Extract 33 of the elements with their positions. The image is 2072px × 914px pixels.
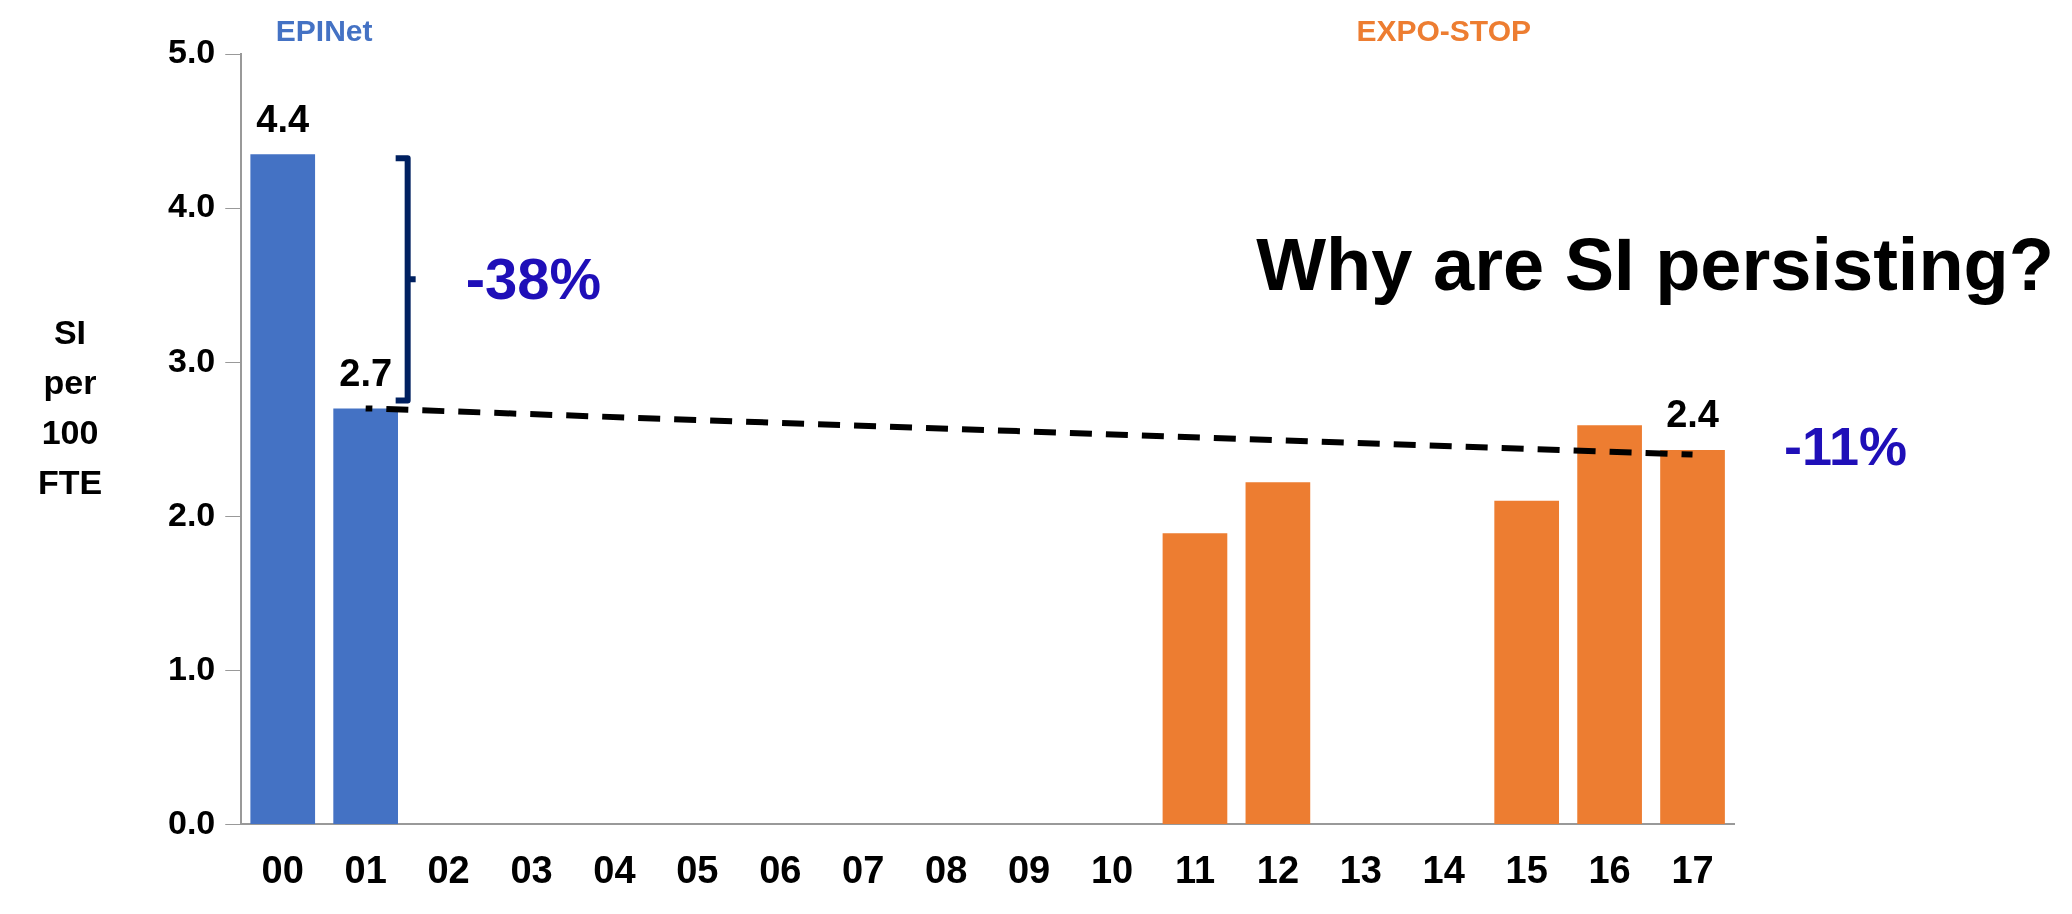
y-tick-label: 0.0 (168, 802, 216, 841)
y-tick-label: 2.0 (168, 494, 216, 533)
x-tick-label: 03 (510, 848, 553, 891)
y-tick-label: 4.0 (168, 186, 216, 225)
annotation: Why are SI persisting? (1256, 223, 2054, 307)
data-label: 2.7 (339, 351, 393, 394)
x-tick-label: 13 (1339, 848, 1382, 891)
x-tick-label: 05 (676, 848, 719, 891)
annotation: -38% (465, 246, 602, 312)
x-tick-label: 11 (1174, 848, 1216, 891)
text: -11% (1784, 416, 1908, 477)
text: EPINet (275, 14, 373, 48)
text: EXPO-STOP (1356, 14, 1531, 48)
x-tick-label: 02 (427, 848, 470, 891)
x-tick-label: 04 (593, 848, 636, 891)
x-tick-label: 09 (1007, 848, 1051, 891)
x-tick-label: 12 (1256, 848, 1300, 891)
data-label: 4.4 (256, 97, 310, 140)
x-tick-label: 01 (344, 848, 387, 891)
y-tick-label: 1.0 (168, 648, 216, 687)
x-tick-label: 15 (1505, 848, 1548, 891)
x-tick-label: 07 (842, 848, 885, 891)
x-tick-label: 00 (261, 848, 304, 891)
y-axis-title: SI per 100 FTE (37, 312, 103, 501)
x-tick-label: 06 (759, 848, 802, 891)
x-tick-label: 17 (1671, 848, 1714, 891)
data-label: 2.4 (1666, 393, 1719, 436)
y-tick-label: 3.0 (168, 340, 216, 379)
x-tick-label: 08 (925, 848, 968, 891)
x-tick-label: 16 (1588, 848, 1631, 891)
y-tick-label: 5.0 (168, 32, 216, 71)
x-tick-label: 14 (1422, 848, 1465, 891)
x-tick-label: 10 (1090, 848, 1134, 891)
